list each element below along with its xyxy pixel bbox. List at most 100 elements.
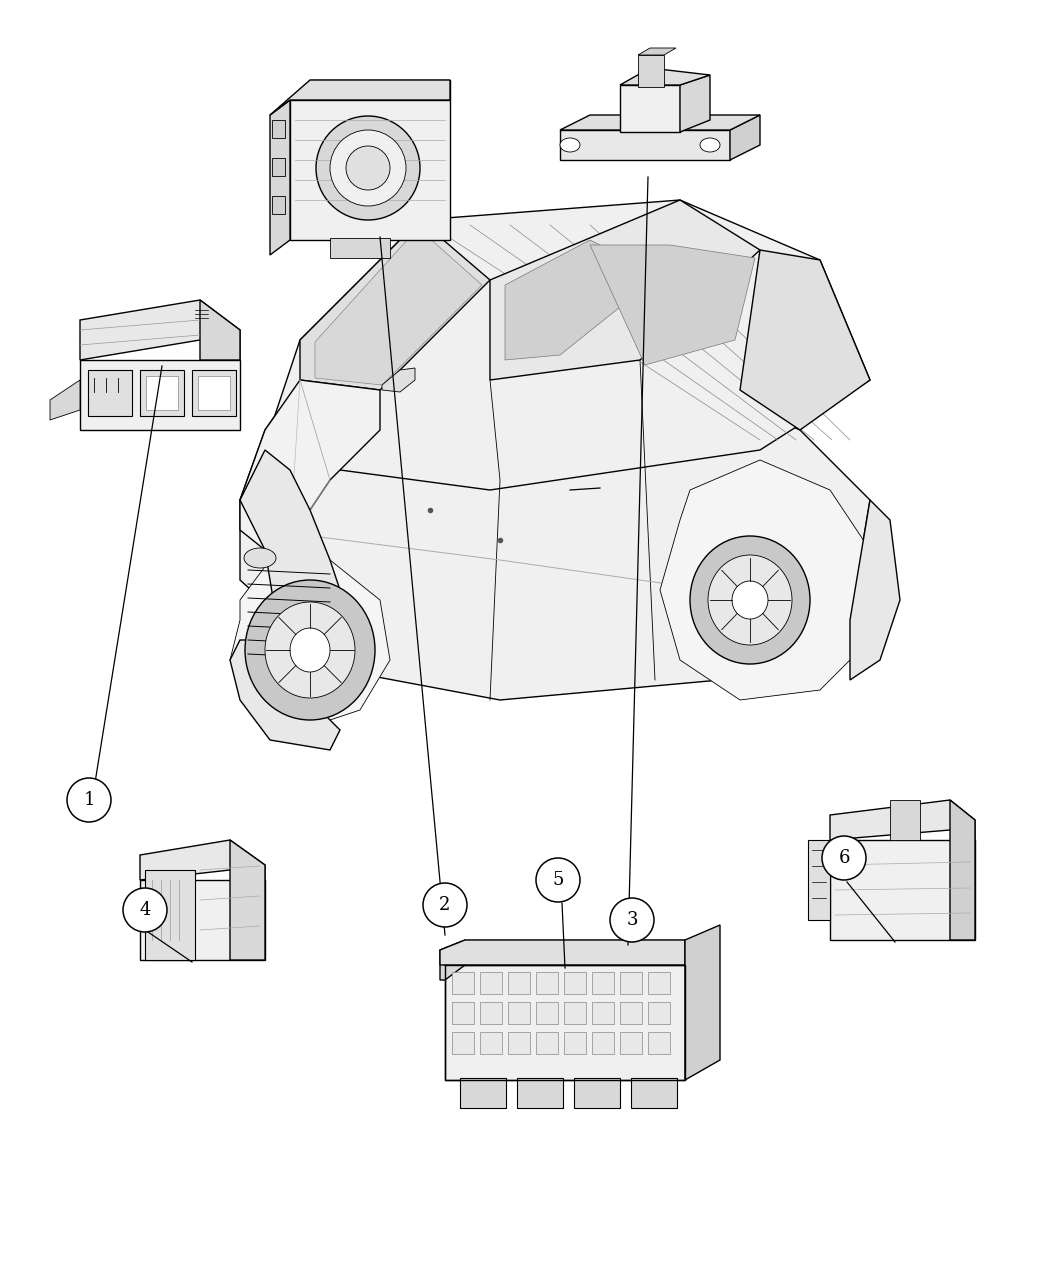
Ellipse shape bbox=[732, 581, 768, 618]
Polygon shape bbox=[140, 880, 265, 960]
Polygon shape bbox=[452, 1031, 474, 1054]
Polygon shape bbox=[145, 870, 195, 960]
Polygon shape bbox=[382, 368, 415, 391]
Text: 5: 5 bbox=[552, 871, 564, 889]
Polygon shape bbox=[440, 940, 465, 980]
Polygon shape bbox=[648, 1031, 670, 1054]
Polygon shape bbox=[730, 115, 760, 159]
Polygon shape bbox=[88, 370, 132, 416]
Polygon shape bbox=[574, 1077, 620, 1108]
Polygon shape bbox=[460, 1077, 506, 1108]
Polygon shape bbox=[680, 75, 710, 133]
Polygon shape bbox=[270, 99, 290, 255]
Ellipse shape bbox=[244, 548, 276, 567]
Circle shape bbox=[316, 116, 420, 221]
Polygon shape bbox=[620, 1031, 642, 1054]
Polygon shape bbox=[270, 80, 450, 115]
Circle shape bbox=[346, 147, 390, 190]
Polygon shape bbox=[508, 972, 530, 995]
Polygon shape bbox=[508, 1031, 530, 1054]
Polygon shape bbox=[146, 376, 178, 411]
Polygon shape bbox=[648, 972, 670, 995]
Polygon shape bbox=[517, 1077, 563, 1108]
Polygon shape bbox=[230, 640, 340, 750]
Ellipse shape bbox=[265, 602, 355, 697]
Polygon shape bbox=[564, 972, 586, 995]
Polygon shape bbox=[950, 799, 975, 940]
Polygon shape bbox=[240, 360, 870, 700]
Polygon shape bbox=[560, 130, 730, 159]
Text: 1: 1 bbox=[83, 790, 94, 810]
Circle shape bbox=[423, 884, 467, 927]
Polygon shape bbox=[660, 460, 870, 700]
Polygon shape bbox=[300, 221, 490, 390]
Polygon shape bbox=[830, 840, 975, 940]
Circle shape bbox=[123, 887, 167, 932]
Polygon shape bbox=[440, 940, 685, 965]
Polygon shape bbox=[560, 115, 760, 130]
Ellipse shape bbox=[290, 629, 330, 672]
Ellipse shape bbox=[245, 580, 375, 720]
Polygon shape bbox=[505, 240, 660, 360]
Text: 4: 4 bbox=[140, 901, 151, 919]
Ellipse shape bbox=[560, 138, 580, 152]
Polygon shape bbox=[620, 68, 710, 85]
Polygon shape bbox=[620, 1002, 642, 1024]
Polygon shape bbox=[445, 965, 685, 1080]
Polygon shape bbox=[272, 120, 285, 138]
Polygon shape bbox=[480, 972, 502, 995]
Circle shape bbox=[536, 858, 580, 901]
Polygon shape bbox=[480, 1002, 502, 1024]
Polygon shape bbox=[140, 840, 265, 880]
Polygon shape bbox=[198, 376, 230, 411]
Polygon shape bbox=[230, 560, 390, 731]
Polygon shape bbox=[808, 840, 830, 921]
Polygon shape bbox=[620, 85, 680, 133]
Circle shape bbox=[330, 130, 406, 207]
Polygon shape bbox=[564, 1031, 586, 1054]
Polygon shape bbox=[620, 972, 642, 995]
Polygon shape bbox=[480, 1031, 502, 1054]
Polygon shape bbox=[850, 500, 900, 680]
Polygon shape bbox=[685, 924, 720, 1080]
Polygon shape bbox=[200, 300, 240, 360]
Polygon shape bbox=[230, 840, 265, 960]
Text: 2: 2 bbox=[439, 896, 450, 914]
Polygon shape bbox=[740, 250, 870, 430]
Polygon shape bbox=[890, 799, 920, 840]
Polygon shape bbox=[270, 200, 870, 490]
Circle shape bbox=[610, 898, 654, 942]
Polygon shape bbox=[290, 99, 450, 240]
Polygon shape bbox=[272, 158, 285, 176]
Ellipse shape bbox=[708, 555, 792, 645]
Circle shape bbox=[67, 778, 111, 822]
Polygon shape bbox=[310, 80, 450, 99]
Text: 3: 3 bbox=[626, 912, 637, 929]
Polygon shape bbox=[508, 1002, 530, 1024]
Polygon shape bbox=[830, 799, 975, 840]
Ellipse shape bbox=[690, 536, 810, 664]
Polygon shape bbox=[80, 360, 240, 430]
Text: 6: 6 bbox=[838, 849, 849, 867]
Polygon shape bbox=[240, 450, 350, 700]
Polygon shape bbox=[592, 1002, 614, 1024]
Circle shape bbox=[822, 836, 866, 880]
Polygon shape bbox=[536, 1002, 558, 1024]
Polygon shape bbox=[638, 48, 676, 55]
Polygon shape bbox=[490, 200, 760, 380]
Polygon shape bbox=[638, 55, 664, 87]
Polygon shape bbox=[80, 300, 240, 360]
Polygon shape bbox=[272, 196, 285, 214]
Polygon shape bbox=[590, 245, 755, 365]
Polygon shape bbox=[631, 1077, 677, 1108]
Polygon shape bbox=[564, 1002, 586, 1024]
Polygon shape bbox=[315, 228, 482, 385]
Polygon shape bbox=[536, 1031, 558, 1054]
Polygon shape bbox=[452, 972, 474, 995]
Polygon shape bbox=[192, 370, 236, 416]
Polygon shape bbox=[592, 1031, 614, 1054]
Polygon shape bbox=[50, 380, 80, 419]
Ellipse shape bbox=[700, 138, 720, 152]
Polygon shape bbox=[648, 1002, 670, 1024]
Polygon shape bbox=[536, 972, 558, 995]
